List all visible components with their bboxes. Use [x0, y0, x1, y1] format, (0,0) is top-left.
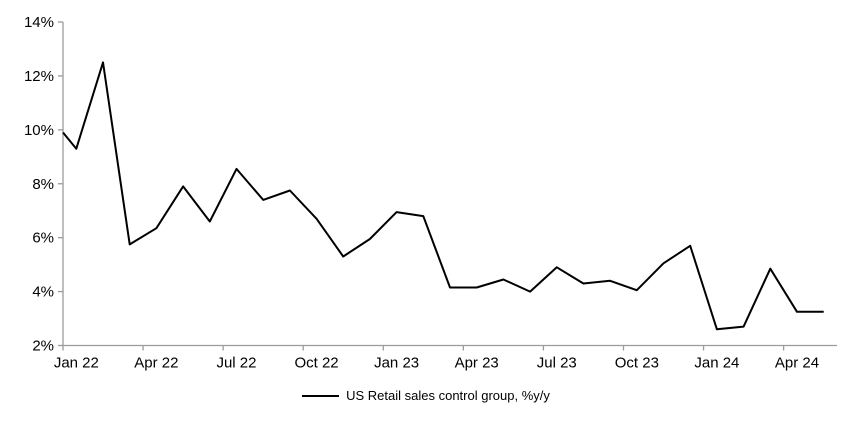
- x-tick-label: Jan 24: [694, 355, 739, 372]
- x-tick-label: Apr 22: [134, 355, 178, 372]
- x-tick-label: Oct 22: [294, 355, 338, 372]
- y-tick-label: 10%: [24, 122, 54, 139]
- y-tick-label: 12%: [24, 68, 54, 85]
- y-tick-label: 8%: [32, 176, 54, 193]
- legend-label: US Retail sales control group, %y/y: [346, 388, 550, 403]
- series-line: [62, 61, 824, 331]
- x-tick-label: Jan 22: [54, 355, 99, 372]
- x-tick-label: Oct 23: [615, 355, 659, 372]
- x-tick-label: Jul 23: [537, 355, 577, 372]
- y-tick-label: 4%: [32, 284, 54, 301]
- y-tick-label: 14%: [24, 14, 54, 31]
- chart-legend: US Retail sales control group, %y/y: [0, 388, 852, 403]
- x-tick-label: Jul 22: [216, 355, 256, 372]
- y-tick-label: 6%: [32, 230, 54, 247]
- legend-line-sample: [302, 394, 340, 397]
- y-tick-label: 2%: [32, 338, 54, 355]
- x-tick-label: Jan 23: [374, 355, 419, 372]
- x-tick-label: Apr 23: [455, 355, 499, 372]
- x-tick-label: Apr 24: [775, 355, 819, 372]
